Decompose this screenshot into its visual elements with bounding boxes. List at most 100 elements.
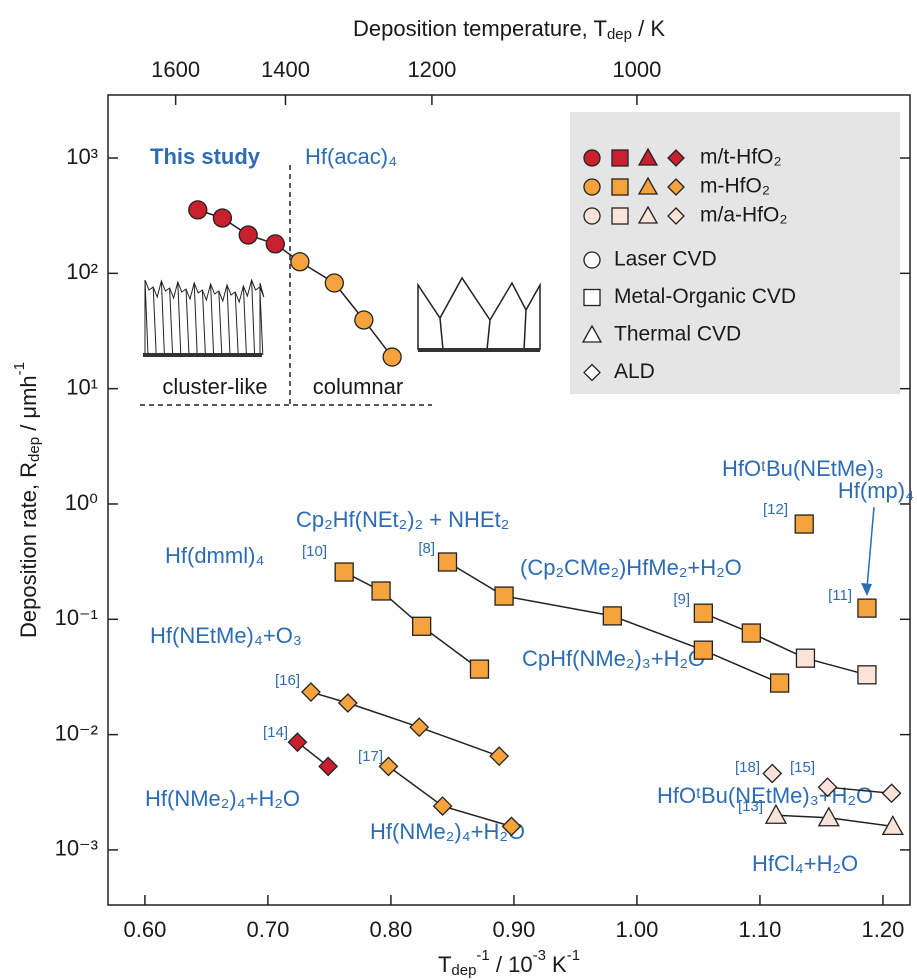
series-line [388,765,512,828]
series-ref: [17] [358,748,383,765]
y-tick-label: 10⁻³ [55,836,98,861]
annotation: This study [150,144,261,169]
legend-marker [667,178,685,196]
annotation: HfOᵗBu(NEtMe)₃+H₂O [657,783,873,808]
y-tick-label: 10⁻² [55,720,98,745]
series-ref: [16] [275,672,300,689]
legend-label: ALD [614,360,655,383]
series-label: Hf(NMe₂)₄+H₂O [145,786,300,811]
x-title-part: K [546,952,567,977]
legend-marker [667,207,685,225]
series-label: Hf(mp)₄ [838,478,914,503]
legend-marker [667,149,685,167]
annotation: columnar [313,374,403,399]
legend-label: m-HfO₂ [700,175,770,198]
x-tick-label: 0.80 [370,917,413,942]
legend-marker [583,288,601,307]
legend-label: Laser CVD [614,248,717,271]
point [238,225,258,245]
point [881,783,902,804]
legend-marker [637,147,659,166]
x2-title-part: / K [632,16,665,41]
series-ref: [10] [302,543,327,560]
point [412,616,432,636]
column [218,290,223,356]
point [817,806,840,827]
column [251,279,256,356]
point [334,562,354,582]
y-title-part: Deposition rate, R [16,462,41,638]
x-tick-label: 1.00 [616,917,659,942]
series-line [703,612,868,676]
point [371,581,391,601]
x2-title-part: Deposition temperature, T [353,16,607,41]
x-title-sub: dep [451,962,476,979]
point [290,252,310,272]
series-line [197,209,393,358]
point [469,659,490,679]
series-line [343,571,480,670]
series-ref: [15] [790,759,815,776]
series-ref: [12] [763,501,788,518]
cluster-sketch [144,278,265,356]
point [501,816,522,837]
x-title-part: / 10 [490,952,533,977]
arrow [866,506,875,589]
series-label: (Cp₂CMe₂)HfMe₂+H₂O [520,555,742,580]
legend-marker [583,178,601,196]
point [857,665,877,685]
point [494,586,514,606]
point [764,803,788,824]
legend-label: Metal-Organic CVD [614,285,796,308]
point [741,623,761,643]
x-title-part: T [438,952,451,977]
legend-marker [637,205,659,224]
x-title-sup: -1 [476,947,489,964]
point [769,673,790,693]
y-tick-label: 10⁰ [65,490,98,515]
legend-marker [583,363,601,382]
column [185,288,190,356]
point [693,603,713,623]
point [188,200,208,220]
x-title-sup: -1 [567,947,580,964]
column-outline [144,278,265,355]
y-tick-label: 10⁻¹ [55,605,98,630]
x-tick-label: 1.10 [739,917,782,942]
series-label: Hf(dmml)₄ [165,543,264,568]
legend-marker [637,176,659,195]
legend-marker [583,149,601,167]
series-line [310,691,500,757]
legend-marker [583,251,601,269]
point [318,756,339,777]
point [794,514,814,534]
column [177,281,182,356]
x2-tick-label: 1000 [612,57,661,82]
legend-marker [611,178,629,196]
x-tick-label: 1.20 [862,917,905,942]
arrow-head [861,583,872,596]
column [210,283,215,356]
annotation: cluster-like [162,374,267,399]
point [857,598,877,618]
x-tick-label: 0.90 [493,917,536,942]
point [378,756,399,777]
x2-tick-label: 1200 [407,57,456,82]
point [382,347,402,367]
series-label: Cp₂Hf(NEt₂)₂ + NHEt₂ [296,507,509,532]
series-ref: [13] [738,798,763,815]
point [409,717,430,738]
point [795,648,816,668]
x-title-sup: -3 [533,947,546,964]
legend-label: m/t-HfO₂ [700,146,782,169]
point [212,208,233,228]
series-ref: [8] [418,540,435,557]
y-tick-label: 10² [66,259,98,284]
y-title-part: / μmh [16,375,41,437]
series-label: Hf(acac)₄ [305,144,397,169]
point [762,763,783,784]
series-label: Hf(NEtMe)₄+O₃ [150,623,302,648]
series-label: HfCl₄+H₂O [752,851,858,876]
annotation: CpHf(NMe₂)₃+H₂O [522,646,705,671]
x-axis-title: Tdep-1 / 10-3 K-1 [438,947,580,979]
